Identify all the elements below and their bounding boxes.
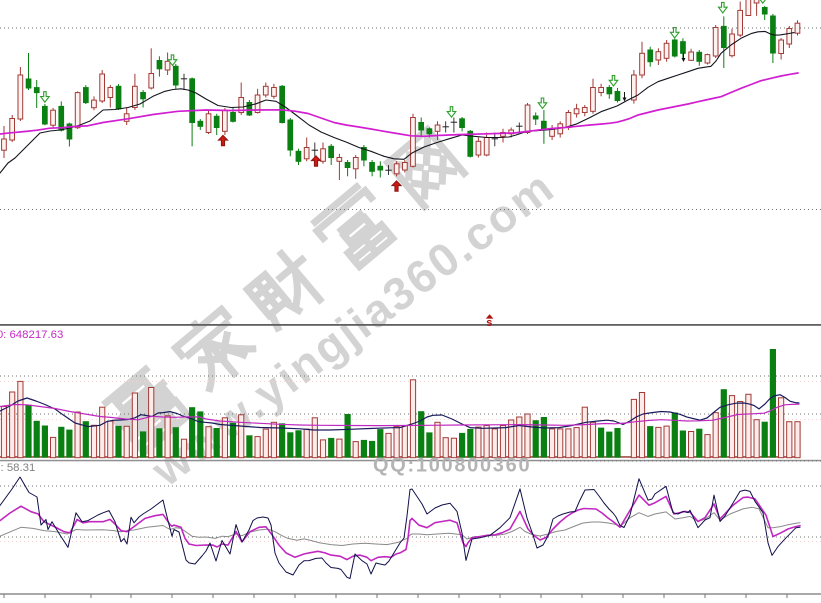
svg-text:: 58.31: : 58.31 <box>1 462 36 474</box>
svg-text:QQ:100800360: QQ:100800360 <box>373 455 531 477</box>
svg-text:0: 648217.63: 0: 648217.63 <box>0 329 63 341</box>
svg-text:s: s <box>486 317 492 329</box>
